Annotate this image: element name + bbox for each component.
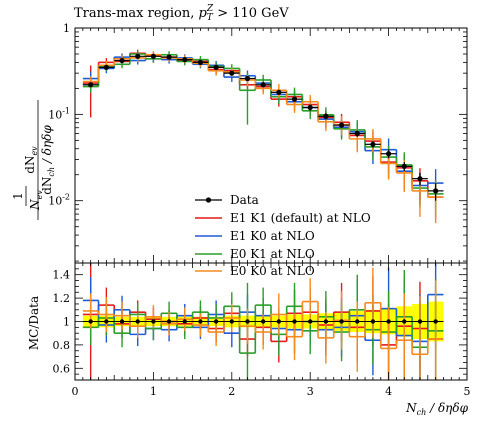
legend-entry-e1k1: E1 K1 (default) at NLO: [195, 211, 371, 225]
ratio-y-axis-label: MC/Data: [27, 296, 41, 350]
legend-label-e1k1: E1 K1 (default) at NLO: [230, 211, 371, 225]
data-point: [307, 104, 313, 111]
legend-label-e1k0: E1 K0 at NLO: [230, 229, 315, 243]
legend-entry-e1k0: E1 K0 at NLO: [195, 229, 315, 243]
legend-label-e0k1: E0 K1 at NLO: [230, 247, 315, 261]
ratio-data-point: [323, 319, 329, 324]
ratio-data-point: [339, 319, 344, 324]
ratio-data-point: [229, 319, 234, 324]
ratio-data-point: [119, 319, 125, 324]
main-y-axis-label-frac2: dNev dNch / δηδφ: [23, 100, 56, 220]
main-frame: [74, 27, 468, 264]
data-point: [276, 89, 282, 95]
legend-label-data: Data: [230, 193, 259, 207]
ylabel-frac1-num: 1: [11, 192, 25, 200]
ratio-data-point: [292, 319, 297, 324]
ratio-data-point: [151, 319, 156, 324]
ratio-data-point: [370, 319, 376, 324]
x-tick-label: 5: [464, 385, 471, 398]
data-point: [417, 176, 423, 182]
ratio-y-tick-label: 0.8: [53, 339, 71, 352]
ratio-data-point: [260, 319, 266, 324]
data-point: [370, 141, 376, 147]
data-point: [244, 75, 251, 82]
ratio-y-tick-label: 0.6: [53, 362, 71, 375]
ylabel-frac1-den: Nev: [28, 190, 44, 211]
x-tick-label: 0: [72, 385, 79, 398]
chart-title: Trans-max region, pTZ > 110 GeV: [74, 4, 289, 23]
ratio-plot: 0 1 2 3 4 5 0.6 0.8 1 1.2 1.4: [53, 262, 471, 398]
data-point: [213, 64, 219, 70]
data-point: [354, 130, 360, 137]
y-tick-label: 1: [63, 22, 70, 35]
ratio-data-point: [213, 319, 219, 324]
ratio-data-point: [104, 319, 109, 324]
y-tick-label: 10-1: [48, 106, 70, 121]
ratio-y-tick-label: 1: [63, 316, 70, 329]
data-point: [338, 122, 345, 128]
ylabel-frac2-num: dNev: [23, 146, 39, 174]
ratio-data-point: [135, 319, 140, 324]
ratio-data-point: [88, 319, 93, 324]
ratio-data-point: [355, 319, 360, 324]
data-point: [229, 70, 235, 76]
x-tick-label: 1: [150, 385, 157, 398]
ratio-data-point: [417, 319, 423, 324]
ratio-data-point: [433, 319, 438, 324]
ratio-y-tick-label: 1.2: [53, 292, 71, 305]
y-tick-label: 10-2: [48, 193, 70, 208]
data-point: [166, 54, 172, 60]
main-y-axis-label: 1 Nev: [11, 186, 44, 211]
data-point: [88, 82, 94, 88]
ratio-y-tick-label: 1.4: [53, 269, 71, 282]
data-point: [103, 64, 109, 70]
ratio-data-point: [308, 319, 313, 324]
data-point: [291, 96, 298, 102]
data-point: [119, 57, 125, 64]
legend-entry-data: Data: [195, 193, 259, 207]
ratio-data-point: [198, 319, 203, 324]
data-point: [182, 57, 188, 63]
ratio-data-points: [82, 319, 444, 324]
main-y-ticks: 1 10-1 10-2: [48, 22, 467, 262]
data-point: [197, 59, 204, 65]
ratio-data-point: [182, 319, 187, 324]
ratio-data-point: [245, 319, 250, 324]
ylabel-frac2-den: dNch / δηδφ: [40, 125, 56, 195]
legend: Data E1 K1 (default) at NLO E1 K0 at NLO…: [195, 193, 371, 278]
ratio-data-point: [402, 319, 407, 324]
legend-label-e0k0: E0 K0 at NLO: [230, 264, 315, 278]
x-tick-label: 3: [307, 385, 314, 398]
data-point: [386, 151, 392, 157]
data-point: [150, 53, 156, 59]
x-ticks: 0 1 2 3 4 5: [72, 263, 471, 398]
ratio-data-point: [276, 319, 282, 324]
series-data: [82, 53, 444, 201]
legend-entry-e0k1: E0 K1 at NLO: [195, 247, 315, 261]
x-tick-label: 2: [228, 385, 235, 398]
ratio-data-point: [386, 319, 391, 324]
ratio-data-point: [166, 319, 172, 324]
data-point: [323, 113, 329, 119]
series-e0-k1-at-nlo: [82, 50, 444, 217]
data-point: [401, 163, 407, 169]
ratio-y-ticks: 0.6 0.8 1 1.2 1.4: [53, 262, 467, 381]
x-axis-label: Nch / δηδφ: [405, 401, 468, 417]
data-point: [135, 53, 141, 59]
main-plot: 1 10-1 10-2: [48, 22, 468, 264]
x-tick-label: 4: [385, 385, 392, 398]
legend-entry-e0k0: E0 K0 at NLO: [195, 264, 315, 278]
data-point: [260, 82, 266, 88]
data-point: [433, 188, 439, 194]
